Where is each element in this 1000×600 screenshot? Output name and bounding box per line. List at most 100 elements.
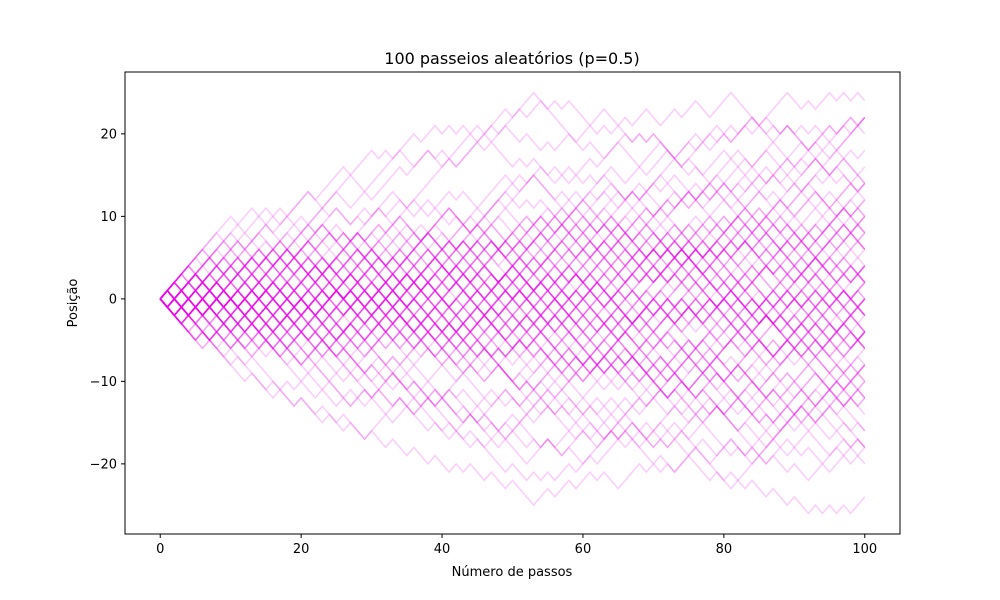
walk-line-17 — [159, 215, 866, 309]
walk-line-65 — [159, 198, 866, 309]
walk-line-52 — [159, 248, 866, 342]
walk-line-77 — [159, 289, 866, 415]
walk-line-90 — [159, 223, 866, 317]
walk-line-68 — [159, 239, 866, 317]
walk-line-96 — [159, 116, 866, 317]
walk-line-63 — [159, 231, 866, 358]
walk-line-92 — [159, 272, 866, 334]
walk-line-23 — [159, 281, 866, 441]
walk-line-70 — [159, 223, 866, 325]
walk-line-79 — [159, 231, 866, 350]
walk-line-100 — [159, 248, 866, 367]
walk-line-56 — [159, 239, 866, 391]
y-axis-label: Posição — [66, 279, 81, 328]
walk-line-87 — [159, 289, 866, 408]
chart-title: 100 passeios aleatórios (p=0.5) — [384, 49, 639, 68]
y-tick-label: −20 — [90, 457, 117, 472]
walk-line-28 — [159, 116, 866, 342]
walk-line-69 — [159, 281, 866, 400]
walk-line-3 — [159, 116, 866, 301]
walk-line-55 — [159, 281, 866, 466]
walk-line-62 — [159, 297, 866, 457]
walk-line-85 — [159, 298, 866, 490]
walk-line-34 — [159, 223, 866, 325]
walk-line-93 — [159, 116, 866, 300]
walk-line-13 — [159, 256, 866, 334]
walk-line-31 — [159, 206, 866, 317]
walk-line-8 — [159, 272, 866, 424]
walk-line-44 — [159, 272, 866, 383]
walk-line-35 — [159, 182, 866, 325]
walk-lines — [159, 91, 866, 515]
walk-line-57 — [159, 215, 866, 334]
walk-line-4 — [159, 298, 866, 482]
walk-line-99 — [159, 206, 866, 334]
walk-line-12 — [159, 289, 866, 358]
walk-line-29 — [159, 256, 866, 342]
walk-line-54 — [159, 231, 866, 350]
walk-line-95 — [159, 256, 866, 375]
walk-line-46 — [159, 272, 866, 383]
walk-line-7 — [159, 199, 866, 325]
walk-line-80 — [159, 298, 866, 383]
walk-line-66 — [159, 157, 866, 317]
walk-line-18 — [159, 272, 866, 350]
walk-line-11 — [159, 239, 866, 358]
walk-line-6 — [159, 298, 866, 466]
walk-line-74 — [159, 264, 866, 358]
walk-line-89 — [159, 231, 866, 334]
walk-line-27 — [159, 190, 866, 309]
walk-line-50 — [159, 215, 866, 342]
walk-line-51 — [159, 264, 866, 383]
walk-line-32 — [159, 206, 866, 358]
walk-line-82 — [159, 289, 866, 408]
walk-line-78 — [159, 206, 866, 317]
walk-line-60 — [159, 289, 866, 466]
y-tick-label: −10 — [90, 375, 117, 390]
walk-line-67 — [159, 298, 866, 391]
walk-line-76 — [159, 223, 866, 317]
walk-line-75 — [159, 190, 866, 317]
walk-line-10 — [159, 173, 866, 325]
x-tick-label: 0 — [156, 542, 164, 557]
walk-line-24 — [159, 215, 866, 325]
walk-line-33 — [159, 264, 866, 391]
walk-line-45 — [159, 248, 866, 334]
walk-line-94 — [159, 289, 866, 400]
walk-line-21 — [159, 264, 866, 358]
walk-line-16 — [159, 297, 866, 416]
y-tick-label: 10 — [100, 210, 117, 225]
walk-line-38 — [159, 281, 866, 358]
walk-line-73 — [159, 264, 866, 400]
walk-line-84 — [159, 206, 866, 342]
plot-area-frame — [124, 71, 901, 535]
walk-line-19 — [159, 289, 866, 466]
x-tick-label: 100 — [852, 542, 877, 557]
walk-line-72 — [159, 289, 866, 358]
walk-line-15 — [159, 223, 866, 334]
walk-line-64 — [159, 91, 866, 317]
walk-line-40 — [159, 264, 866, 383]
x-tick-label: 80 — [716, 542, 733, 557]
x-axis-label: Número de passos — [452, 565, 573, 580]
x-tick-label: 60 — [575, 542, 592, 557]
walk-line-42 — [159, 231, 866, 325]
walk-line-91 — [159, 165, 866, 317]
walk-line-2 — [159, 298, 866, 515]
walk-line-5 — [159, 140, 866, 300]
walk-line-71 — [159, 149, 866, 350]
walk-line-30 — [159, 289, 866, 383]
walk-line-37 — [159, 281, 866, 408]
walk-line-61 — [159, 298, 866, 466]
walk-line-59 — [159, 215, 866, 301]
walk-line-36 — [159, 182, 866, 301]
y-axis-ticks: −20 −10 0 10 20 — [90, 127, 125, 472]
y-tick-label: 20 — [100, 127, 117, 142]
walk-line-14 — [159, 182, 866, 325]
walk-line-20 — [159, 231, 866, 309]
walk-line-88 — [159, 264, 866, 367]
walk-line-39 — [159, 281, 866, 400]
walk-line-81 — [159, 206, 866, 300]
walk-line-58 — [159, 281, 866, 400]
